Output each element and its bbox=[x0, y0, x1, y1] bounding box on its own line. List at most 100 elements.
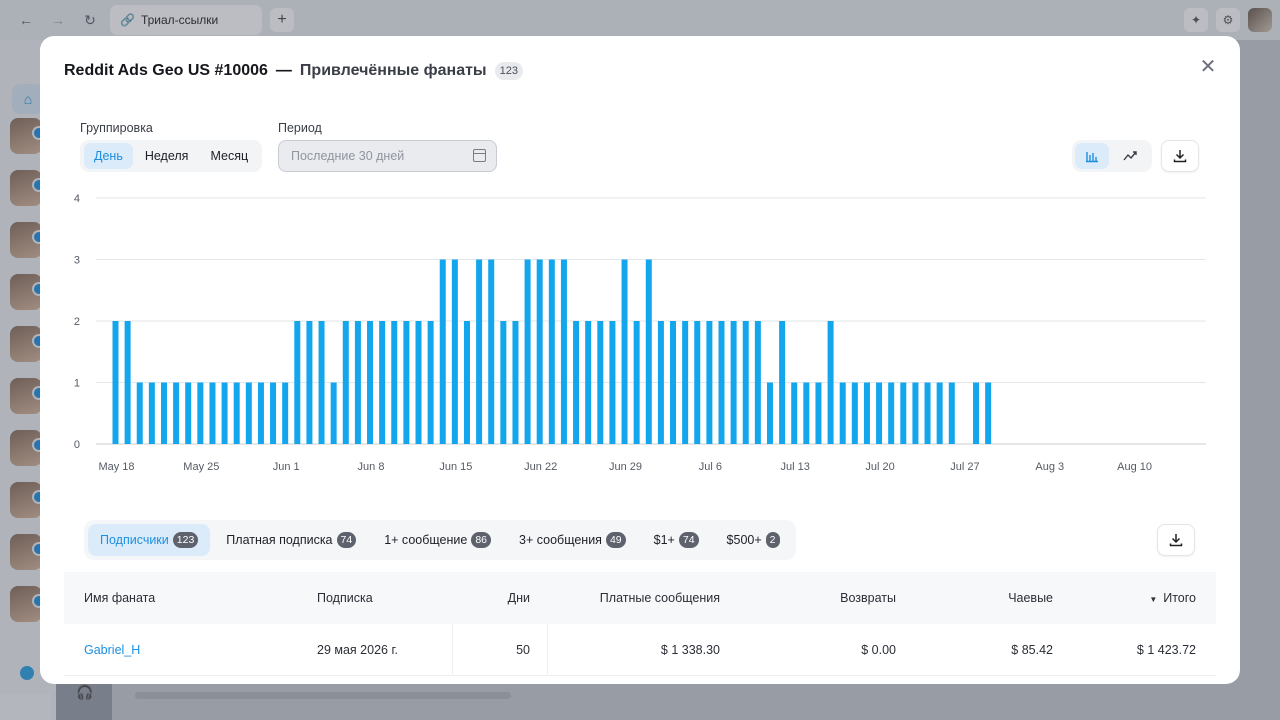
chart-bar bbox=[112, 321, 119, 444]
reload-icon[interactable]: ↻ bbox=[84, 11, 96, 28]
chart-bar bbox=[560, 259, 567, 444]
chart-type-toggle bbox=[1072, 140, 1152, 172]
refunds-value: $ 0.00 bbox=[861, 643, 896, 657]
chart-bar bbox=[609, 321, 616, 444]
line-chart-icon[interactable] bbox=[1113, 143, 1147, 169]
x-tick-label: Jun 29 bbox=[609, 461, 642, 473]
chart-bar bbox=[876, 382, 883, 444]
browser-toolbar: ← → ↻ 🔗 Триал-ссылки + ✦ ⚙ bbox=[0, 0, 1280, 40]
chart-bar bbox=[863, 382, 870, 444]
chart-bar bbox=[682, 321, 689, 444]
chart-bar bbox=[912, 382, 919, 444]
column-header-total-sorted[interactable]: ▼ Итого bbox=[1104, 591, 1196, 605]
period-date-picker[interactable]: Последние 30 дней bbox=[278, 140, 497, 172]
table-header: Имя фаната Подписка Дни Платные сообщени… bbox=[64, 572, 1216, 624]
tab-subscribers[interactable]: Подписчики 123 bbox=[88, 524, 211, 556]
chart-bar bbox=[742, 321, 749, 444]
column-header-fan[interactable]: Имя фаната bbox=[84, 591, 156, 605]
table-download-button[interactable] bbox=[1157, 524, 1195, 556]
avatar[interactable] bbox=[10, 534, 46, 570]
x-tick-label: Aug 3 bbox=[1035, 461, 1064, 473]
period-placeholder: Последние 30 дней bbox=[291, 149, 405, 163]
tab-paid-subscription[interactable]: Платная подписка 74 bbox=[214, 524, 368, 556]
close-icon[interactable]: ✕ bbox=[1199, 55, 1217, 78]
tab-count-badge: 74 bbox=[678, 532, 699, 548]
column-header-days[interactable]: Дни bbox=[507, 591, 530, 605]
extensions-icon[interactable]: ✦ bbox=[1184, 8, 1208, 32]
chart-bar bbox=[936, 382, 943, 444]
tab-1-plus-message[interactable]: 1+ сообщение 86 bbox=[372, 524, 503, 556]
chart-bar bbox=[245, 382, 252, 444]
chart-bar bbox=[754, 321, 761, 444]
tab-count-badge: 2 bbox=[765, 532, 780, 548]
column-header-paid-messages[interactable]: Платные сообщения bbox=[599, 591, 720, 605]
headphones-icon[interactable]: 🎧 bbox=[76, 684, 94, 700]
bar-chart-icon[interactable] bbox=[1075, 143, 1109, 169]
avatar[interactable] bbox=[10, 274, 46, 310]
horizontal-scrollbar[interactable] bbox=[135, 692, 511, 699]
fan-name-link[interactable]: Gabriel_H bbox=[84, 643, 141, 657]
avatar[interactable] bbox=[10, 378, 46, 414]
x-tick-label: Jul 20 bbox=[865, 461, 894, 473]
avatar[interactable] bbox=[10, 170, 46, 206]
forward-arrow-icon[interactable]: → bbox=[51, 12, 65, 28]
x-tick-label: Jul 27 bbox=[950, 461, 979, 473]
total-value: $ 1 423.72 bbox=[1136, 643, 1196, 657]
chart-bar bbox=[270, 382, 277, 444]
tab-label: Платная подписка bbox=[226, 533, 333, 547]
back-arrow-icon[interactable]: ← bbox=[19, 12, 33, 28]
chart-bar bbox=[548, 259, 555, 444]
chart-bar bbox=[451, 259, 458, 444]
fans-bar-chart: 0 1 2 3 4 May 18 May 25 Jun 1 Jun 8 Jun 15 Jun 22 J… bbox=[40, 186, 1240, 476]
column-header-subscription[interactable]: Подписка bbox=[317, 591, 373, 605]
grouping-week-button[interactable]: Неделя bbox=[144, 149, 189, 163]
grouping-month-button[interactable]: Месяц bbox=[210, 149, 249, 163]
tab-label: Подписчики bbox=[100, 533, 169, 547]
tab-3-plus-messages[interactable]: 3+ сообщения 49 bbox=[507, 524, 638, 556]
chart-bar bbox=[900, 382, 907, 444]
chart-bar bbox=[888, 382, 895, 444]
chart-bar bbox=[136, 382, 143, 444]
chart-bar bbox=[766, 382, 773, 444]
avatar[interactable] bbox=[10, 222, 46, 258]
chart-bar bbox=[476, 259, 483, 444]
x-tick-label: Jun 1 bbox=[273, 461, 300, 473]
chart-bar bbox=[354, 321, 361, 444]
home-icon[interactable]: ⌂ bbox=[12, 84, 44, 114]
paid-messages-value: $ 1 338.30 bbox=[660, 643, 720, 657]
tab-count-badge: 49 bbox=[605, 532, 626, 548]
table-row[interactable]: Gabriel_H 29 мая 2026 г. 50 $ 1 338.30 $… bbox=[64, 624, 1216, 676]
new-tab-button[interactable]: + bbox=[270, 8, 294, 32]
grouping-day-button[interactable]: День bbox=[84, 143, 133, 169]
tab-500-dollar-plus[interactable]: $500+ 2 bbox=[715, 524, 792, 556]
campaign-name: Reddit Ads Geo US #10006 bbox=[64, 62, 268, 79]
column-header-refunds[interactable]: Возвраты bbox=[840, 591, 896, 605]
settings-gear-icon[interactable]: ⚙ bbox=[1216, 8, 1240, 32]
telegram-icon[interactable] bbox=[20, 666, 34, 680]
chart-bar bbox=[973, 382, 980, 444]
chart-bar bbox=[233, 382, 240, 444]
chart-bar bbox=[839, 382, 846, 444]
tab-label: 1+ сообщение bbox=[384, 533, 468, 547]
y-tick-label: 0 bbox=[74, 439, 80, 451]
chart-download-button[interactable] bbox=[1161, 140, 1199, 172]
column-divider bbox=[547, 624, 548, 676]
calendar-icon[interactable] bbox=[473, 149, 486, 162]
chart-bar bbox=[488, 259, 495, 444]
chart-bar bbox=[803, 382, 810, 444]
subscription-date: 29 мая 2026 г. bbox=[317, 643, 398, 657]
y-tick-label: 3 bbox=[74, 255, 80, 267]
chart-bar bbox=[670, 321, 677, 444]
chart-bar bbox=[573, 321, 580, 444]
days-value: 50 bbox=[516, 643, 530, 657]
column-header-tips[interactable]: Чаевые bbox=[1008, 591, 1053, 605]
chart-bar bbox=[415, 321, 422, 444]
chart-bar bbox=[851, 382, 858, 444]
chart-bar bbox=[536, 259, 543, 444]
tab-1-dollar-plus[interactable]: $1+ 74 bbox=[642, 524, 711, 556]
chart-svg: 0 1 2 3 4 May 18 May 25 Jun 1 Jun 8 Jun 15 Jun 22 J… bbox=[74, 193, 1206, 473]
fan-filter-tabs: Подписчики 123 Платная подписка 74 1+ со… bbox=[84, 520, 796, 560]
browser-tab[interactable]: 🔗 Триал-ссылки bbox=[110, 5, 262, 35]
chart-bar bbox=[342, 321, 349, 444]
profile-avatar[interactable] bbox=[1248, 8, 1272, 32]
